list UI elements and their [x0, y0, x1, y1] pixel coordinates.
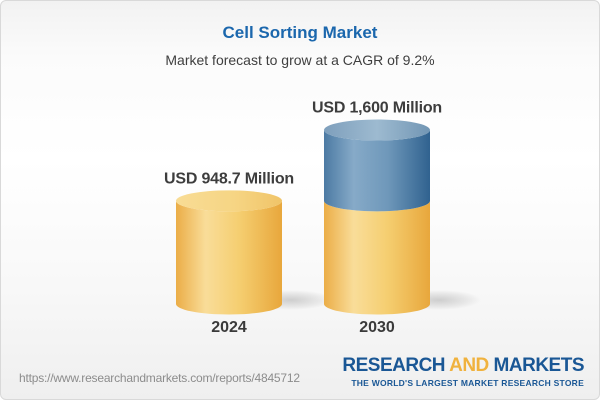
- logo-word-and: AND: [449, 355, 489, 376]
- chart-header: Cell Sorting Market Market forecast to g…: [1, 23, 599, 68]
- bar-value-label: USD 1,600 Million: [312, 100, 442, 117]
- chart-subtitle: Market forecast to grow at a CAGR of 9.2…: [165, 52, 435, 68]
- bar-value-label: USD 948.7 Million: [164, 170, 294, 187]
- segment-market-size-base: [176, 200, 282, 315]
- segment-forecast-growth: [324, 130, 430, 212]
- source-url-link[interactable]: https://www.researchandmarkets.com/repor…: [19, 371, 300, 385]
- bar-top-face: [176, 190, 282, 212]
- logo-tagline: THE WORLD'S LARGEST MARKET RESEARCH STOR…: [351, 378, 584, 388]
- bar-top-face: [324, 119, 430, 141]
- cylinder-bar-2024: USD 948.7 Million 2024: [164, 170, 333, 336]
- segment-market-size-base: [324, 200, 430, 315]
- logo-word-research: RESEARCH: [342, 355, 446, 376]
- chart-title: Cell Sorting Market: [222, 23, 378, 42]
- bars-layer: USD 948.7 Million 2024 USD 1,600 Million 20…: [164, 100, 481, 336]
- cylinder-bar-2030: USD 1,600 Million 2030: [312, 100, 481, 336]
- bar-year-label: 2024: [211, 319, 247, 336]
- bar-year-label: 2030: [359, 319, 395, 336]
- logo-word-markets: MARKETS: [493, 355, 585, 376]
- logo-wordmark: RESEARCH AND MARKETS: [342, 356, 584, 375]
- research-and-markets-logo: RESEARCH AND MARKETS THE WORLD'S LARGEST…: [342, 356, 584, 388]
